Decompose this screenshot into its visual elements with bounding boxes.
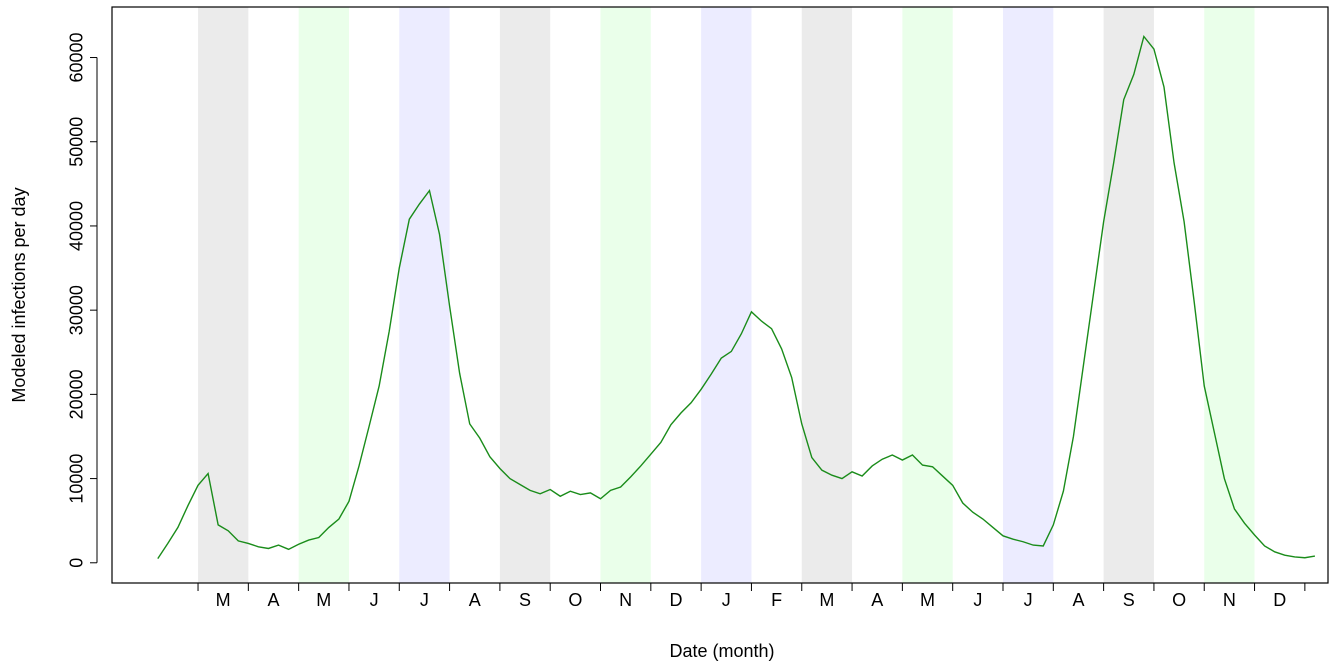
x-tick-label: J [973, 590, 982, 610]
x-tick-label: A [871, 590, 883, 610]
month-band [399, 7, 450, 583]
month-band [600, 7, 651, 583]
month-band [1103, 7, 1154, 583]
y-tick-label: 20000 [67, 369, 87, 419]
x-tick-label: J [370, 590, 379, 610]
x-tick-label: S [1123, 590, 1135, 610]
y-tick-label: 50000 [67, 117, 87, 167]
y-tick-label: 10000 [67, 454, 87, 504]
x-axis-label: Date (month) [669, 641, 774, 661]
month-band [902, 7, 953, 583]
month-band [1002, 7, 1054, 583]
month-band [701, 7, 752, 583]
x-tick-label: M [316, 590, 331, 610]
month-band [801, 7, 853, 583]
month-band [499, 7, 551, 583]
x-tick-label: D [669, 590, 682, 610]
x-tick-label: J [722, 590, 731, 610]
x-tick-label: O [568, 590, 582, 610]
x-tick-label: F [771, 590, 782, 610]
infection-line [157, 34, 1316, 559]
plot-frame [111, 6, 1329, 584]
x-tick-label: O [1172, 590, 1186, 610]
x-tick-label: M [216, 590, 231, 610]
y-axis-label: Modeled infections per day [9, 187, 29, 402]
month-band [298, 7, 349, 583]
x-tick-label: D [1273, 590, 1286, 610]
x-tick-label: J [1024, 590, 1033, 610]
y-tick-label: 30000 [67, 285, 87, 335]
month-band [1204, 7, 1255, 583]
x-tick-label: A [267, 590, 279, 610]
y-tick-label: 40000 [67, 201, 87, 251]
x-tick-label: A [1072, 590, 1084, 610]
x-tick-label: M [920, 590, 935, 610]
x-tick-label: J [420, 590, 429, 610]
x-tick-label: N [619, 590, 632, 610]
x-tick-label: N [1223, 590, 1236, 610]
x-tick-label: S [519, 590, 531, 610]
y-tick-label: 0 [67, 558, 87, 568]
x-tick-label: M [819, 590, 834, 610]
y-tick-label: 60000 [67, 32, 87, 82]
month-band [198, 7, 249, 583]
x-tick-label: A [469, 590, 481, 610]
